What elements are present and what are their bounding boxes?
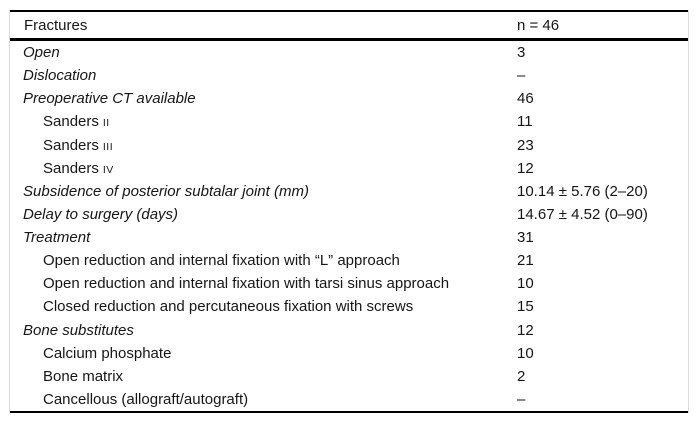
row-label-text: Sanders <box>43 113 99 131</box>
sanders-grade-numeral: III <box>102 140 114 153</box>
table-row: Open reduction and internal fixation wit… <box>10 249 688 272</box>
row-value: 12 <box>517 321 534 339</box>
table-row: Calcium phosphate 10 <box>10 342 688 365</box>
table-body: Open 3 Dislocation – Preoperative CT ava… <box>10 41 688 413</box>
row-value: 23 <box>517 136 534 154</box>
row-value: 21 <box>517 252 534 270</box>
table-row: Sanders III 23 <box>10 134 688 157</box>
table-row: Bone substitutes 12 <box>10 319 688 342</box>
table-header-row: Fractures n = 46 <box>10 10 688 41</box>
row-value: 11 <box>517 113 533 131</box>
row-label: Open reduction and internal fixation wit… <box>43 252 400 270</box>
row-value: 10.14 ± 5.76 (2–20) <box>517 182 648 200</box>
row-value: 14.67 ± 4.52 (0–90) <box>517 205 648 223</box>
row-label: Preoperative CT available <box>23 90 196 108</box>
table-header-fractures: Fractures <box>24 16 88 34</box>
table-row: Treatment 31 <box>10 226 688 249</box>
row-value: 15 <box>517 298 534 316</box>
table-row: Subsidence of posterior subtalar joint (… <box>10 180 688 203</box>
row-value: 46 <box>517 90 534 108</box>
row-label: Bone matrix <box>43 367 124 385</box>
row-value: 3 <box>517 44 526 62</box>
table-row: Delay to surgery (days) 14.67 ± 4.52 (0–… <box>10 203 688 226</box>
row-label: Closed reduction and percutaneous fixati… <box>43 298 414 316</box>
table-row: Closed reduction and percutaneous fixati… <box>10 295 688 318</box>
table-row: Open reduction and internal fixation wit… <box>10 272 688 295</box>
row-value: 10 <box>517 275 534 293</box>
row-label: Treatment <box>23 229 91 247</box>
table-row: Preoperative CT available 46 <box>10 87 688 110</box>
row-label: Open reduction and internal fixation wit… <box>43 275 450 293</box>
row-value: 12 <box>517 159 534 177</box>
row-value: – <box>517 390 526 408</box>
row-label: Delay to surgery (days) <box>23 205 179 223</box>
row-label: Sanders III <box>10 137 517 154</box>
row-label-text: Sanders <box>43 159 99 177</box>
row-label-text: Sanders <box>43 136 99 154</box>
row-label: Sanders II <box>10 113 517 130</box>
table-row: Sanders II 11 <box>10 110 688 133</box>
sanders-grade-numeral: IV <box>102 163 114 176</box>
row-label: Calcium phosphate <box>43 344 172 362</box>
row-value: 2 <box>517 367 526 385</box>
table-row: Cancellous (allograft/autograft) – <box>10 388 688 411</box>
table-row: Bone matrix 2 <box>10 365 688 388</box>
row-label: Subsidence of posterior subtalar joint (… <box>23 182 309 200</box>
table-row: Sanders IV 12 <box>10 157 688 180</box>
row-value: 31 <box>517 229 534 247</box>
table-row: Dislocation – <box>10 64 688 87</box>
row-value: 10 <box>517 344 534 362</box>
row-label: Bone substitutes <box>23 321 134 339</box>
row-value: – <box>517 67 526 85</box>
sanders-grade-numeral: II <box>102 117 110 130</box>
table-header-n: n = 46 <box>517 16 560 34</box>
row-label: Dislocation <box>23 67 97 85</box>
table-row: Open 3 <box>10 41 688 64</box>
fractures-table: Fractures n = 46 Open 3 Dislocation – Pr… <box>9 10 689 413</box>
row-label: Open <box>23 44 60 62</box>
row-label: Sanders IV <box>10 160 517 177</box>
row-label: Cancellous (allograft/autograft) <box>43 390 249 408</box>
